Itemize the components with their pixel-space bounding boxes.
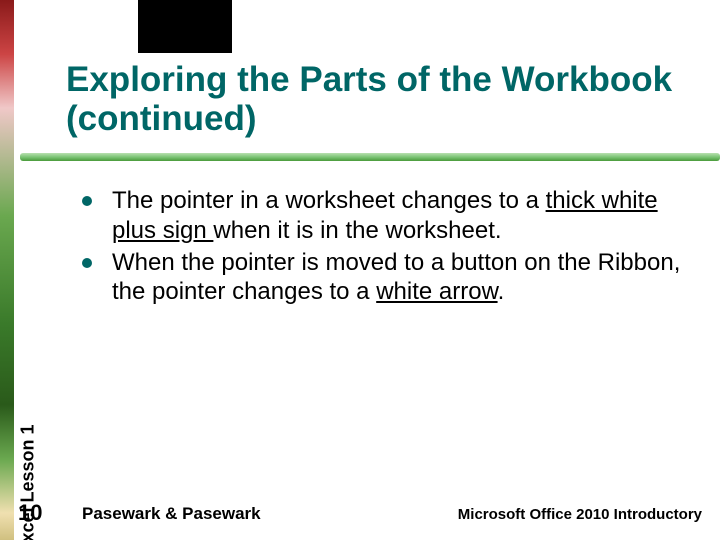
bullet-icon bbox=[82, 196, 92, 206]
bullet-item: When the pointer is moved to a button on… bbox=[82, 248, 702, 308]
title-rule bbox=[20, 153, 720, 161]
bullet-post: . bbox=[498, 278, 505, 305]
black-box bbox=[138, 0, 232, 53]
footer-left: Pasewark & Pasewark bbox=[82, 504, 261, 524]
footer-right: Microsoft Office 2010 Introductory bbox=[458, 506, 702, 523]
bullet-post: when it is in the worksheet. bbox=[213, 217, 501, 244]
decorative-left-strip bbox=[0, 0, 14, 540]
bullet-underline: white arrow bbox=[376, 278, 497, 305]
sidebar-label-container: Excel Lesson 1 bbox=[14, 170, 42, 500]
content-area: The pointer in a worksheet changes to a … bbox=[82, 186, 702, 309]
bullet-icon bbox=[82, 258, 92, 268]
bullet-text: The pointer in a worksheet changes to a … bbox=[112, 186, 702, 246]
bullet-pre: The pointer in a worksheet changes to a bbox=[112, 187, 546, 214]
slide-number: 10 bbox=[18, 500, 42, 526]
bullet-text: When the pointer is moved to a button on… bbox=[112, 248, 702, 308]
bullet-item: The pointer in a worksheet changes to a … bbox=[82, 186, 702, 246]
slide-title: Exploring the Parts of the Workbook (con… bbox=[66, 60, 686, 138]
